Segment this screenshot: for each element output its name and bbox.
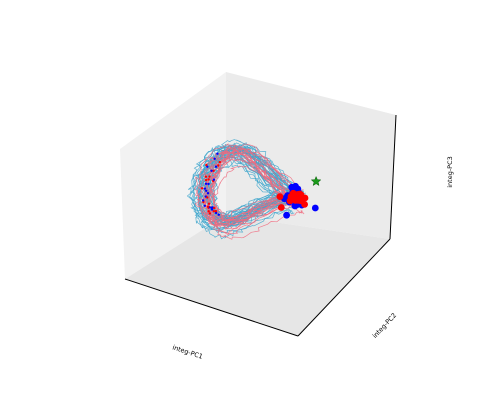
trajectory-line-a [196, 145, 291, 221]
endpoint-marker-a [283, 211, 290, 219]
x-axis-line [124, 278, 299, 337]
trajectory-point-marker [203, 204, 206, 207]
endpoint-marker-b [297, 197, 304, 205]
trajectory-point-marker [210, 169, 213, 172]
back-pane [226, 72, 396, 239]
floor-pane [125, 215, 390, 336]
endpoint-marker-a [311, 204, 319, 212]
trajectory-point-marker [217, 164, 220, 167]
z-axis-line [389, 114, 397, 240]
trajectory-point-marker [207, 202, 211, 205]
trajectory-point-marker [214, 165, 218, 168]
trajectory-point-marker [214, 209, 218, 213]
trajectory-point-marker [212, 210, 215, 213]
star-marker-layer [310, 175, 322, 187]
trajectory-point-marker [206, 196, 209, 199]
trajectory-point-marker [204, 182, 208, 185]
endpoint-marker-b [276, 193, 284, 201]
y-axis-label: integ-PC2 [371, 311, 398, 340]
trajectory-point-marker [210, 206, 213, 209]
trajectory-point-marker [200, 187, 204, 190]
trajectory-point-marker [206, 192, 210, 195]
trajectory-point-marker [205, 163, 208, 167]
trajectory-line-b [203, 159, 300, 234]
endpoint-marker-b [293, 191, 301, 199]
trajectory-point-marker [206, 205, 210, 208]
trajectory-point-marker [216, 152, 219, 155]
trajectory-line-b [201, 151, 295, 228]
trajectory-point-marker [212, 169, 215, 172]
endpoint-marker-b [277, 204, 285, 211]
trajectory-point-marker [214, 211, 218, 215]
trajectory-point-marker [218, 160, 221, 164]
trajectory-line-a [198, 146, 294, 221]
trajectory-point-marker [212, 178, 216, 181]
trajectory-point-marker [204, 178, 208, 182]
left-pane [120, 72, 226, 279]
trajectory-point-marker [205, 189, 208, 192]
trajectory-point-marker [213, 157, 216, 160]
trajectory-point-marker [210, 208, 214, 211]
trajectory-line-b [207, 153, 302, 230]
endpoint-markers [200, 152, 319, 219]
trajectory-point-marker [208, 175, 211, 178]
trajectory-point-marker [207, 178, 210, 181]
trajectory-point-marker [201, 199, 205, 202]
trajectory-point-marker [208, 212, 212, 215]
star-marker [310, 175, 322, 187]
trajectory-line-b [208, 146, 302, 223]
trajectory-point-marker [213, 206, 216, 210]
y-axis-line [297, 238, 391, 337]
trajectory-point-marker [207, 182, 210, 186]
z-axis-label: integ-PC3 [446, 156, 454, 188]
trajectory-point-marker [204, 175, 208, 178]
x-axis-label: integ-PC1 [171, 343, 203, 360]
trajectory-point-marker [207, 210, 210, 213]
trajectory-point-marker [217, 213, 220, 216]
trajectory-line-b [211, 165, 305, 240]
trajectory-point-marker [203, 187, 207, 190]
